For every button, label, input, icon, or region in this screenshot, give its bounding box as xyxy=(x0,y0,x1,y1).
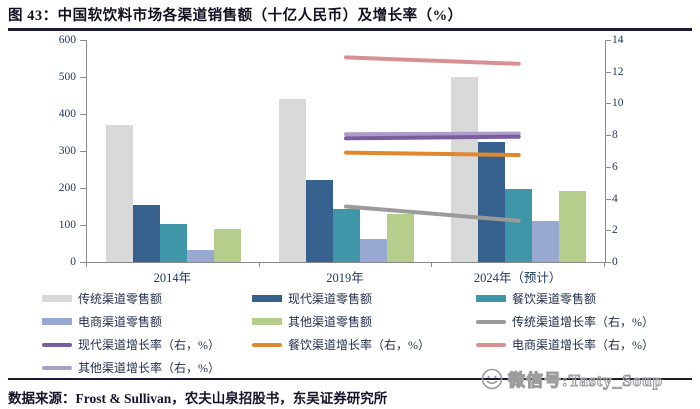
bar xyxy=(386,213,414,262)
legend-item: 传统渠道增长率（右，%） xyxy=(476,313,690,330)
legend-bar-swatch xyxy=(476,295,506,302)
watermark-text: 微信号:Tasty_Soup xyxy=(507,370,664,390)
legend-item: 餐饮渠道零售额 xyxy=(476,290,690,307)
legend-line-swatch xyxy=(476,319,506,324)
legend-label: 传统渠道增长率（右，%） xyxy=(512,315,654,329)
growth-lines xyxy=(344,55,521,223)
bar xyxy=(532,221,560,262)
right-axis-tick xyxy=(605,198,611,200)
x-axis-label: 2019年 xyxy=(326,271,364,285)
left-axis-tick xyxy=(80,114,86,115)
figure-title: 图 43：中国软饮料市场各渠道销售额（十亿人民币）及增长率（%） xyxy=(8,8,463,24)
bar xyxy=(305,179,333,262)
legend-bar-swatch xyxy=(252,318,282,325)
left-axis-tick xyxy=(80,40,86,41)
x-axis-label: 2014年 xyxy=(153,271,192,285)
bar xyxy=(332,208,360,262)
right-axis-tick xyxy=(605,40,611,41)
bar xyxy=(213,229,241,262)
legend-line-swatch xyxy=(252,342,282,347)
bar xyxy=(505,189,533,262)
legend-bar-swatch xyxy=(252,295,282,302)
legend-item: 现代渠道增长率（右，%） xyxy=(42,336,252,353)
left-axis-tick-label: 0 xyxy=(70,256,76,268)
growth-line xyxy=(344,150,521,157)
legend-line-swatch xyxy=(476,342,506,347)
bar xyxy=(359,239,387,262)
right-axis-tick xyxy=(605,262,611,263)
x-axis-tick xyxy=(604,263,605,267)
left-axis-tick xyxy=(80,77,86,78)
right-axis-tick-label: 0 xyxy=(612,256,618,268)
legend-item: 其他渠道增长率（右，%） xyxy=(42,359,252,376)
chart-legend: 传统渠道零售额 现代渠道零售额 餐饮渠道零售额电商渠道零售额 其他渠道零售额 传统渠道增… xyxy=(42,287,690,379)
bar xyxy=(559,190,587,262)
legend-item: 电商渠道增长率（右，%） xyxy=(476,336,690,353)
legend-label: 现代渠道增长率（右，%） xyxy=(78,338,220,352)
legend-line-swatch xyxy=(42,365,72,370)
legend-item: 其他渠道零售额 xyxy=(252,313,476,330)
left-axis-tick-label: 200 xyxy=(58,182,76,194)
growth-line xyxy=(344,55,521,66)
bar xyxy=(451,77,479,262)
footer-divider xyxy=(8,378,692,380)
bar xyxy=(132,205,160,262)
bar xyxy=(278,99,306,262)
legend-label: 其他渠道零售额 xyxy=(288,315,373,329)
legend-bar-swatch xyxy=(42,318,72,325)
left-axis-tick xyxy=(80,262,86,263)
legend-item: 餐饮渠道增长率（右，%） xyxy=(252,336,476,353)
left-axis-tick xyxy=(80,225,86,226)
legend-item: 现代渠道零售额 xyxy=(252,290,476,307)
data-source-note: 数据来源：Frost & Sullivan，农夫山泉招股书，东吴证券研究所 xyxy=(8,391,388,406)
right-axis-tick xyxy=(605,103,611,105)
left-axis-tick xyxy=(80,151,86,152)
legend-label: 传统渠道零售额 xyxy=(78,292,163,306)
right-axis-tick xyxy=(605,135,611,137)
wechat-smiley-icon xyxy=(481,368,503,389)
right-axis-tick xyxy=(605,71,611,73)
growth-line xyxy=(344,131,521,137)
bar xyxy=(478,141,506,262)
left-axis-tick-label: 100 xyxy=(58,219,76,231)
legend-label: 其他渠道增长率（右，%） xyxy=(78,361,220,375)
legend-label: 餐饮渠道零售额 xyxy=(512,292,597,306)
right-axis-tick xyxy=(605,230,611,232)
right-axis-tick-label: 2 xyxy=(612,224,618,237)
left-axis-tick-label: 600 xyxy=(58,34,76,46)
right-axis-tick-label: 12 xyxy=(612,65,624,78)
bar xyxy=(105,125,133,262)
right-axis-tick-label: 6 xyxy=(612,160,618,173)
legend-label: 电商渠道增长率（右，%） xyxy=(512,338,654,352)
x-axis-tick xyxy=(86,263,87,267)
legend-item: 传统渠道零售额 xyxy=(42,290,252,307)
x-axis-tick xyxy=(431,263,433,267)
right-axis-tick-label: 4 xyxy=(612,192,618,205)
left-axis-tick-label: 500 xyxy=(58,71,76,83)
x-axis-label: 2024年（预计） xyxy=(473,271,562,285)
growth-line xyxy=(344,204,521,223)
plot-area xyxy=(86,40,606,263)
legend-item: 电商渠道零售额 xyxy=(42,313,252,330)
legend-line-swatch xyxy=(42,342,72,347)
bar xyxy=(186,249,214,262)
wechat-watermark: 微信号:Tasty_Soup xyxy=(480,366,663,391)
right-axis-tick-label: 10 xyxy=(612,97,624,110)
left-axis-tick-label: 400 xyxy=(58,108,76,120)
growth-line xyxy=(344,134,521,141)
legend-label: 餐饮渠道增长率（右，%） xyxy=(288,338,430,352)
left-axis-tick-label: 300 xyxy=(58,145,76,157)
legend-bar-swatch xyxy=(42,295,72,302)
left-axis-tick xyxy=(80,188,86,189)
right-axis-tick-label: 8 xyxy=(612,129,618,142)
right-axis-tick-label: 14 xyxy=(612,34,624,46)
bar xyxy=(159,224,187,262)
title-divider xyxy=(8,28,692,31)
right-axis-tick xyxy=(605,166,611,168)
x-axis-tick xyxy=(258,263,260,267)
legend-label: 电商渠道零售额 xyxy=(78,315,163,329)
legend-label: 现代渠道零售额 xyxy=(288,292,373,306)
